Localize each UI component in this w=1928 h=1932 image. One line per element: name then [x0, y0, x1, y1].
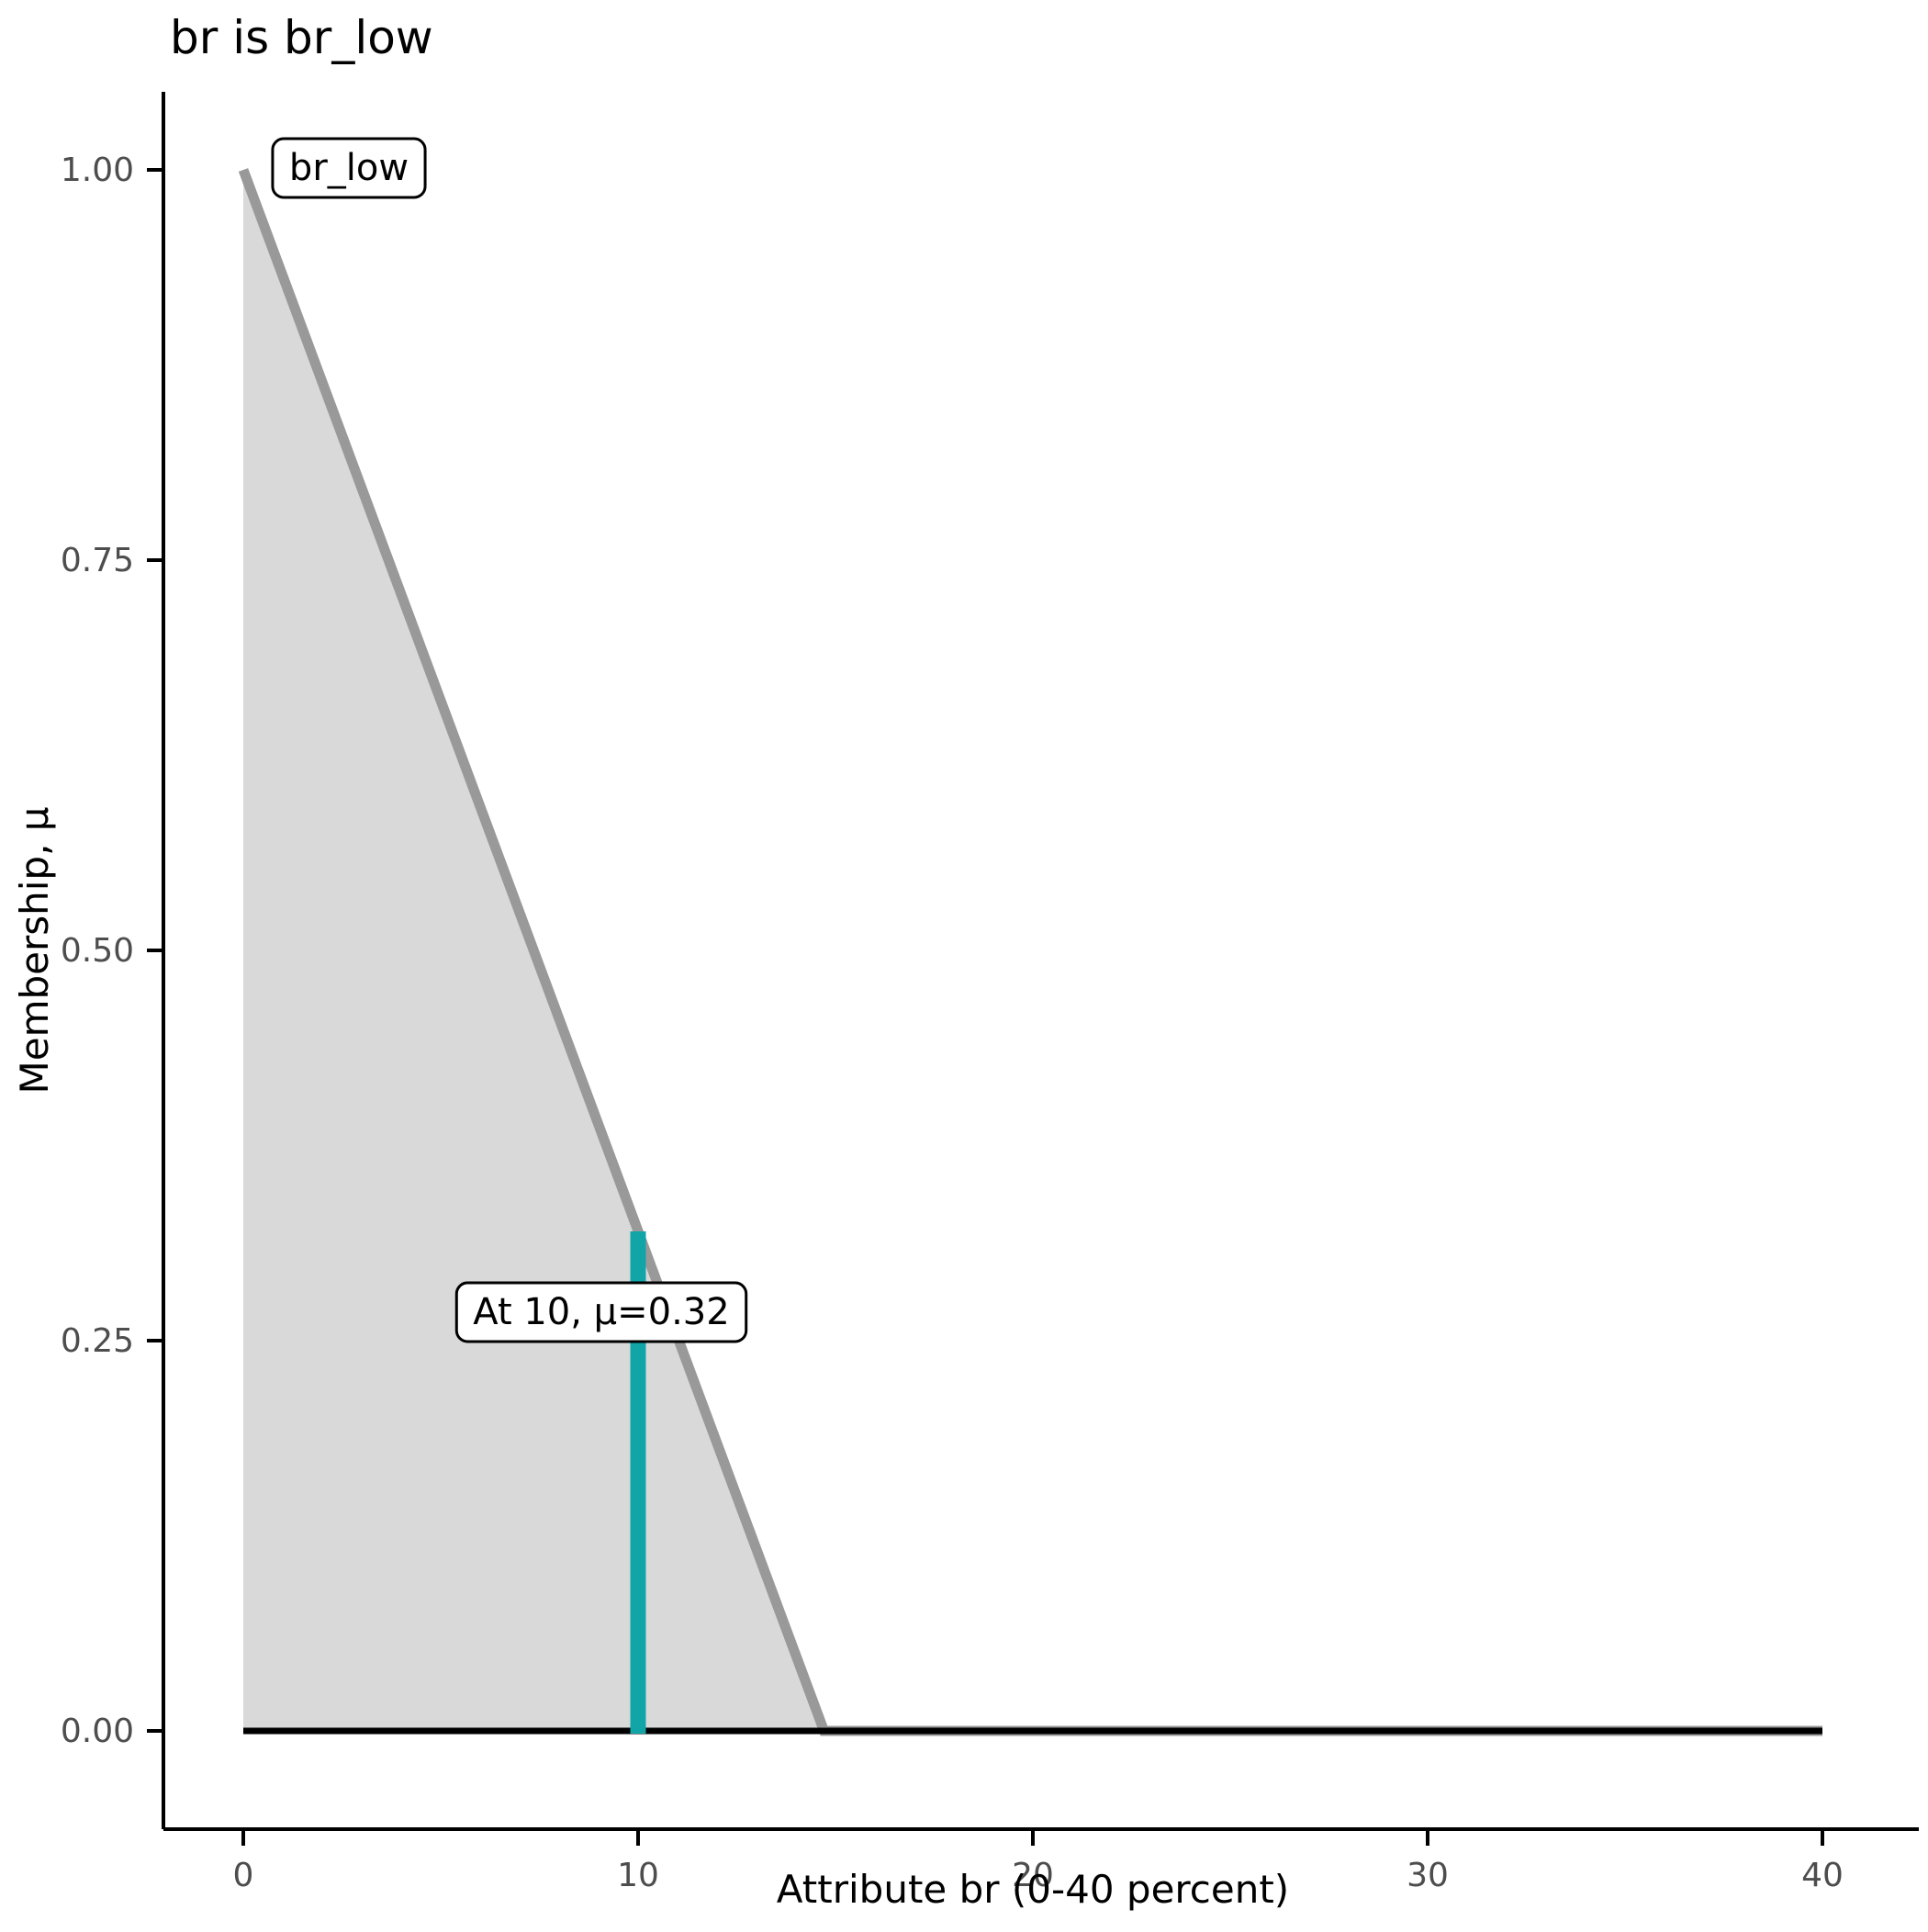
- x-tick-label: 20: [1012, 1857, 1054, 1894]
- y-tick-label: 0.50: [61, 932, 134, 970]
- membership-area: [243, 170, 1822, 1731]
- y-tick-label: 1.00: [61, 152, 134, 189]
- x-axis-title: Attribute br (0-40 percent): [777, 1867, 1289, 1912]
- axes-layer: [147, 92, 1919, 1846]
- y-tick-label: 0.25: [61, 1322, 134, 1360]
- x-tick-label: 10: [617, 1857, 659, 1894]
- x-tick-label: 40: [1801, 1857, 1844, 1894]
- set-label-text: br_low: [289, 147, 409, 189]
- y-tick-label: 0.00: [61, 1713, 134, 1750]
- fill-layer: [243, 170, 1822, 1731]
- set-label-box: [271, 137, 427, 199]
- x-tick-label: 30: [1407, 1857, 1449, 1894]
- y-axis-title: Membership, μ: [12, 806, 57, 1094]
- highlight-label-box: [454, 1281, 748, 1343]
- text-layer: 0 10 20 30 40 0.00 0.25 0.50 0.75 1.00 Attribute b…: [12, 11, 1844, 1912]
- highlight-label-text: At 10, μ=0.32: [473, 1291, 729, 1333]
- label-layer: br_low At 10, μ=0.32: [271, 137, 748, 1343]
- chart-title: br is br_low: [170, 11, 433, 64]
- x-tick-label: 0: [233, 1857, 254, 1894]
- y-tick-label: 0.75: [61, 542, 134, 579]
